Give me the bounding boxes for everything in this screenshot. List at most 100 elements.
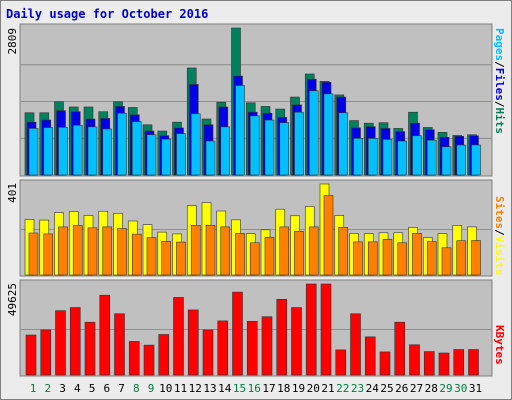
bar-kbytes-day-1	[25, 334, 37, 376]
bar-sites-day-19	[294, 231, 304, 276]
bar-pages-day-20	[308, 90, 319, 176]
kbytes-max-label: 49625	[6, 283, 19, 316]
day-label-28: 28	[425, 382, 438, 395]
bars	[24, 27, 481, 376]
day-label-22: 22	[336, 382, 349, 395]
legend-visits-label: Visits	[493, 236, 506, 276]
bar-sites-day-6	[102, 226, 113, 276]
bar-kbytes-day-17	[261, 316, 273, 376]
bar-kbytes-day-3	[55, 310, 66, 376]
bar-sites-day-25	[382, 239, 393, 276]
bar-sites-day-24	[367, 241, 378, 276]
bar-pages-day-1	[28, 128, 39, 176]
bar-kbytes-day-15	[232, 291, 243, 376]
day-label-16: 16	[248, 382, 261, 395]
bar-pages-day-7	[117, 112, 127, 176]
bar-pages-day-24	[367, 138, 378, 176]
day-label-27: 27	[410, 382, 423, 395]
bar-pages-day-25	[382, 139, 393, 176]
bar-sites-day-20	[308, 226, 319, 276]
legend-kbytes: KBytes	[493, 325, 506, 365]
bar-pages-day-22	[338, 112, 349, 176]
bar-sites-day-31	[471, 240, 481, 276]
bar-kbytes-day-11	[173, 297, 184, 376]
bar-sites-day-16	[249, 242, 260, 276]
bar-pages-day-10	[161, 138, 172, 176]
day-label-6: 6	[103, 382, 110, 395]
day-label-13: 13	[203, 382, 216, 395]
day-label-4: 4	[74, 382, 81, 395]
bar-pages-day-23	[353, 138, 363, 176]
bar-kbytes-day-27	[409, 344, 420, 376]
legend-sep-2: /	[493, 101, 506, 108]
legend-files: Files	[493, 68, 506, 101]
day-label-10: 10	[159, 382, 172, 395]
legend-sep-3: /	[493, 229, 506, 236]
bar-pages-day-5	[87, 126, 98, 176]
bar-sites-day-22	[338, 227, 349, 276]
bar-pages-day-14	[220, 126, 231, 176]
day-label-2: 2	[44, 382, 51, 395]
bar-kbytes-day-18	[276, 298, 288, 376]
bar-sites-day-2	[43, 233, 54, 276]
bar-pages-day-12	[190, 113, 201, 176]
bar-pages-day-6	[102, 128, 113, 176]
bar-sites-day-18	[279, 226, 290, 276]
bar-kbytes-day-23	[350, 313, 361, 376]
bar-pages-day-26	[397, 140, 408, 176]
day-label-26: 26	[395, 382, 408, 395]
legend-hits: Hits	[493, 108, 506, 135]
bar-kbytes-day-16	[246, 320, 258, 376]
bar-kbytes-day-10	[158, 334, 170, 376]
bar-kbytes-day-19	[291, 307, 302, 376]
bar-pages-day-27	[412, 135, 422, 176]
bar-pages-day-11	[176, 133, 186, 176]
bar-kbytes-day-31	[468, 349, 479, 376]
day-label-9: 9	[148, 382, 155, 395]
bar-sites-day-28	[426, 241, 437, 276]
bar-kbytes-day-8	[128, 341, 140, 376]
bar-pages-day-15	[235, 85, 245, 176]
bar-sites-day-7	[117, 228, 127, 276]
bar-kbytes-day-29	[438, 352, 450, 376]
bar-pages-day-19	[294, 111, 304, 176]
legend-pages: Pages	[493, 28, 506, 61]
bar-kbytes-day-30	[453, 349, 465, 376]
bar-sites-day-21	[323, 195, 334, 276]
day-label-8: 8	[133, 382, 140, 395]
bar-pages-day-4	[72, 124, 83, 176]
bar-sites-day-17	[264, 237, 275, 276]
bar-pages-day-8	[131, 121, 142, 176]
bar-pages-day-9	[146, 134, 157, 176]
bar-sites-day-13	[205, 225, 216, 276]
bar-kbytes-day-9	[143, 344, 155, 376]
bar-pages-day-3	[58, 127, 68, 176]
day-label-23: 23	[351, 382, 364, 395]
bar-sites-day-29	[441, 247, 452, 276]
day-label-31: 31	[469, 382, 482, 395]
legend-sites: Sites	[493, 196, 506, 229]
bar-kbytes-day-22	[335, 349, 347, 376]
bar-pages-day-21	[323, 93, 334, 176]
bar-sites-day-27	[412, 233, 422, 276]
bar-sites-day-1	[28, 232, 39, 276]
day-label-14: 14	[218, 382, 232, 395]
day-label-11: 11	[174, 382, 187, 395]
bar-sites-day-5	[87, 227, 98, 276]
bar-pages-day-16	[249, 115, 260, 176]
day-label-12: 12	[189, 382, 202, 395]
bar-kbytes-day-13	[202, 329, 214, 376]
legend-visits: Sites/Visits	[493, 196, 506, 276]
bar-kbytes-day-21	[320, 283, 332, 376]
day-label-18: 18	[277, 382, 290, 395]
bar-pages-day-18	[279, 122, 290, 176]
bar-kbytes-day-25	[379, 351, 391, 376]
bar-kbytes-day-5	[84, 321, 96, 376]
bar-kbytes-day-4	[69, 307, 81, 376]
bar-kbytes-day-7	[114, 313, 125, 376]
bar-sites-day-15	[235, 233, 245, 276]
bar-pages-day-2	[43, 127, 54, 176]
bar-sites-day-14	[220, 226, 231, 276]
day-label-21: 21	[321, 382, 334, 395]
